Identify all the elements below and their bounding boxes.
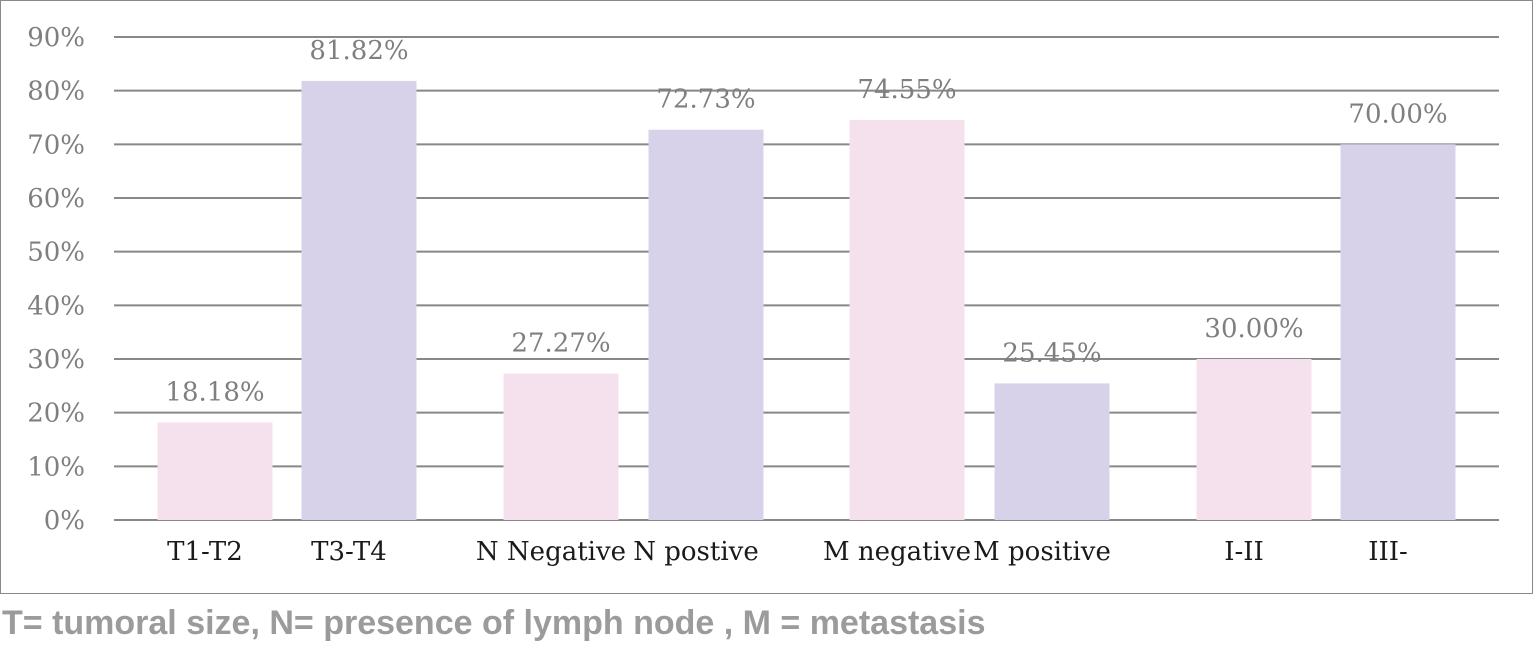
category-label: M positive [973,537,1111,567]
category-label: T3-T4 [311,537,387,567]
bars [157,80,1456,521]
data-label: 30.00% [1204,314,1303,344]
data-label: 72.73% [656,85,755,115]
bar [1196,359,1312,520]
data-label: 18.18% [165,377,264,407]
category-label: N Negative [476,537,626,567]
bar [503,373,619,520]
y-axis-ticks: 0% 10% 20% 30% 40% 50% 60% 70% 80% 90% [27,23,85,536]
bar [301,80,417,521]
bar [1340,144,1456,521]
category-label: T1-T2 [167,537,243,567]
category-label: M negative [823,537,971,567]
data-label: 25.45% [1002,338,1101,368]
data-labels: 18.18% 81.82% 27.27% 72.73% 74.55% 25.45% 30.0… [165,36,1447,408]
bar-chart: 0% 10% 20% 30% 40% 50% 60% 70% 80% 90% 18.18% 81.8… [27,23,1499,567]
y-tick-label: 50% [27,238,85,268]
chart-caption: T= tumoral size, N= presence of lymph no… [2,604,986,642]
y-tick-label: 70% [27,130,85,160]
bar [157,422,273,520]
category-label: III- [1368,537,1408,567]
y-tick-label: 80% [27,77,85,107]
category-labels: T1-T2 T3-T4 N Negative N postive M negative M… [167,537,1408,567]
bar [994,383,1110,520]
data-label: 74.55% [857,75,956,105]
chart-frame: 0% 10% 20% 30% 40% 50% 60% 70% 80% 90% 18.18% 81.8… [0,0,1533,594]
category-label: N postive [633,537,759,567]
data-label: 81.82% [309,36,408,66]
data-label: 70.00% [1348,99,1447,129]
bar [648,129,764,521]
y-tick-label: 30% [27,345,85,375]
y-tick-label: 10% [27,452,85,482]
y-tick-label: 90% [27,23,85,53]
bar [849,119,965,520]
data-label: 27.27% [511,329,610,359]
category-label: I-II [1224,537,1264,567]
y-tick-label: 40% [27,291,85,321]
y-tick-label: 60% [27,184,85,214]
y-tick-label: 0% [44,506,85,536]
y-tick-label: 20% [27,399,85,429]
